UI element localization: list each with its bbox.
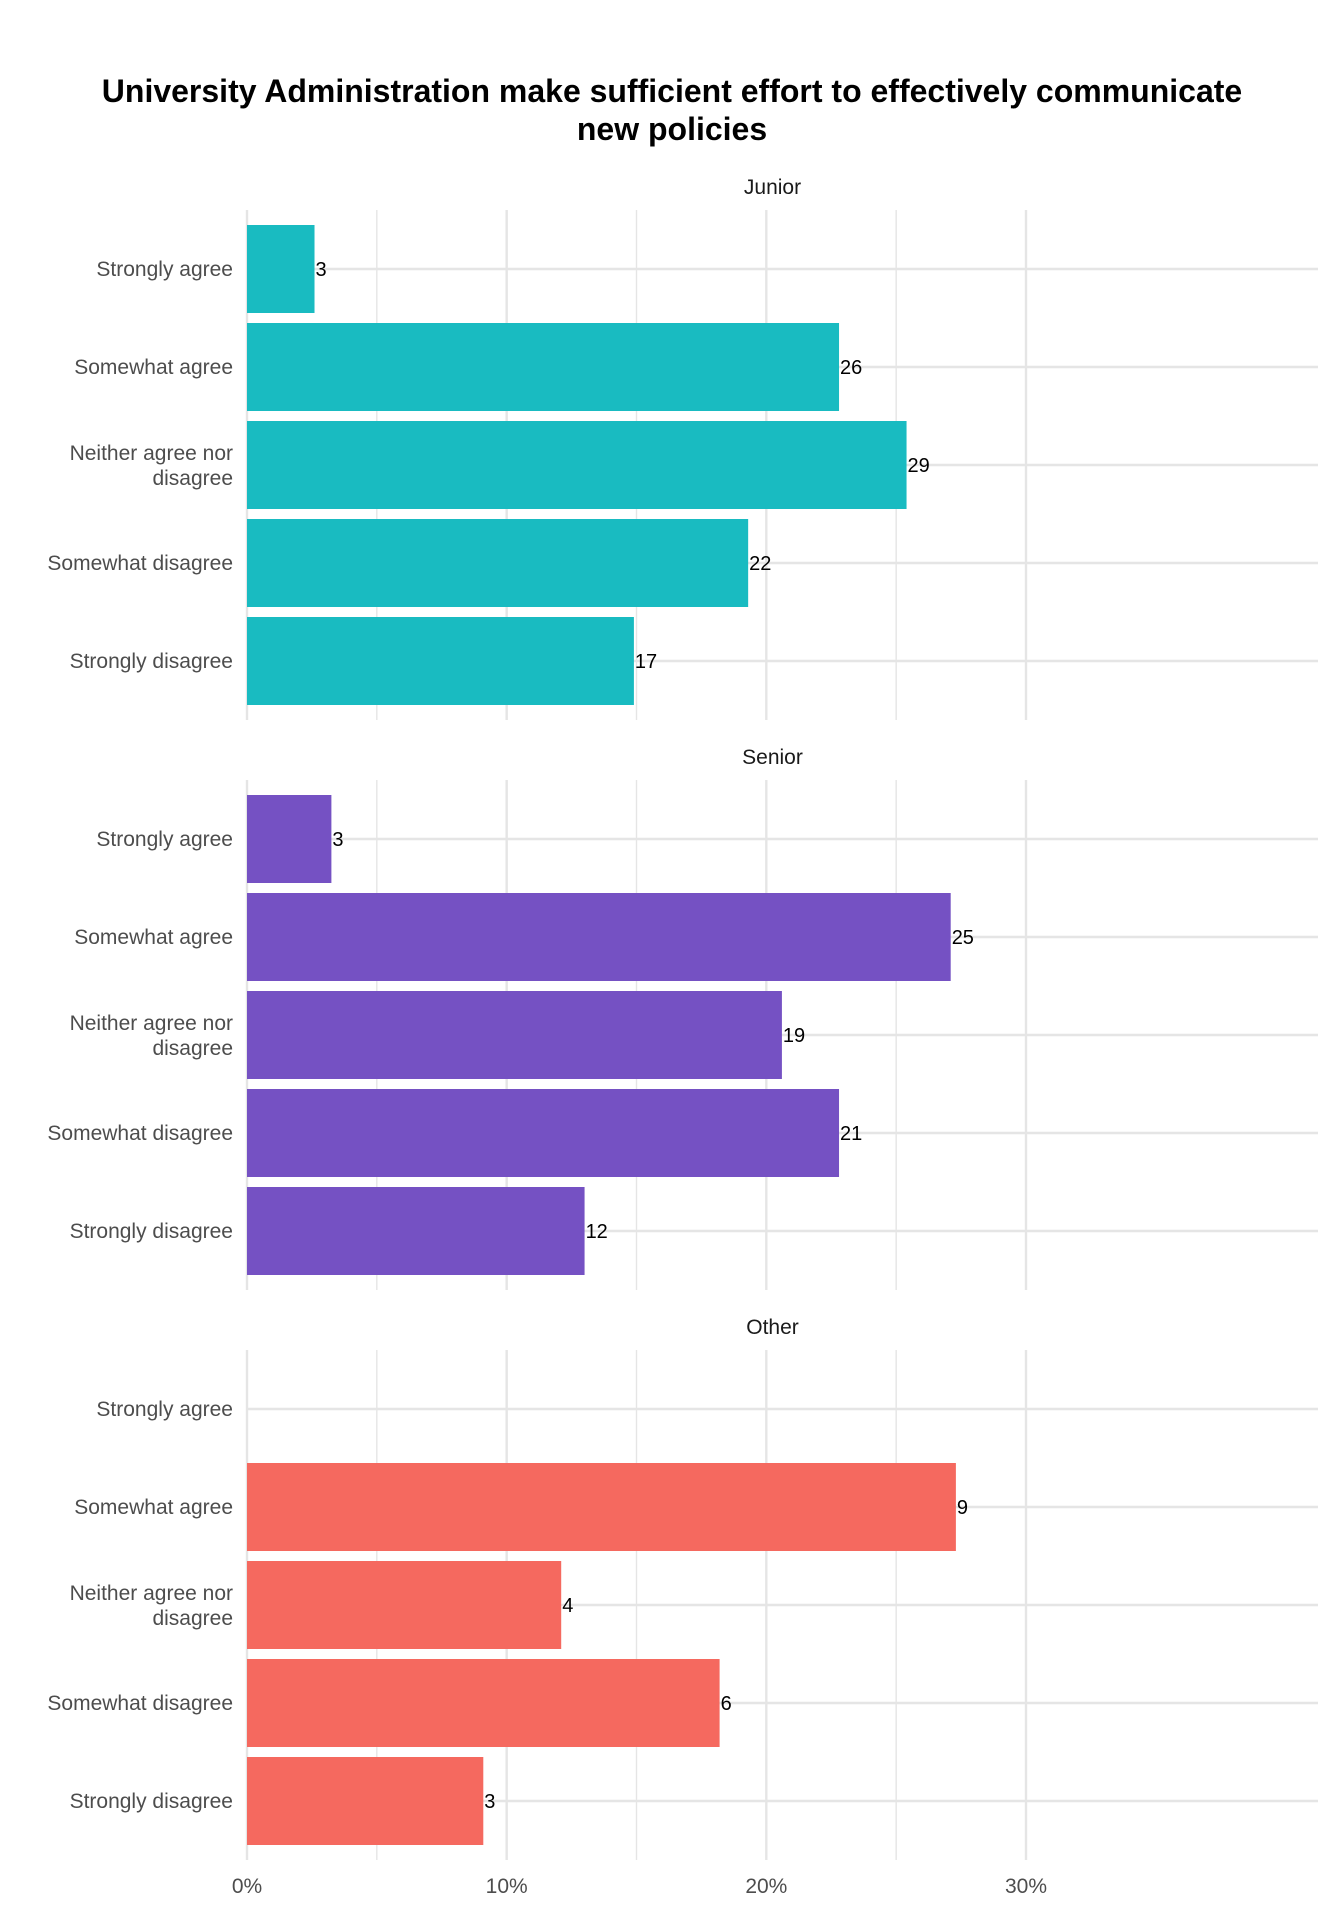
category-label: Neither agree nor disagree xyxy=(70,1012,233,1060)
facet-strip-label: Other xyxy=(746,1316,799,1339)
bar-value-label: 21 xyxy=(840,1123,862,1145)
facet-strip-label: Senior xyxy=(742,746,803,769)
bar xyxy=(247,991,782,1079)
category-label: Somewhat agree xyxy=(74,1496,233,1519)
chart-title-line-1: University Administration make sufficien… xyxy=(101,73,1243,109)
bar xyxy=(247,1757,484,1845)
bar-value-label: 3 xyxy=(332,829,343,851)
bar-value-label: 3 xyxy=(484,1791,495,1813)
category-label: Strongly agree xyxy=(96,258,233,281)
bar xyxy=(247,225,315,313)
bar xyxy=(247,1089,840,1177)
category-label: Strongly disagree xyxy=(70,1790,233,1813)
bar-value-label: 4 xyxy=(562,1595,573,1617)
bar xyxy=(247,519,749,607)
category-label: Somewhat disagree xyxy=(47,1692,233,1715)
bar xyxy=(247,1659,720,1747)
category-label: Strongly disagree xyxy=(70,650,233,673)
x-tick-label: 0% xyxy=(232,1875,262,1898)
bar xyxy=(247,1187,585,1275)
bar-value-label: 12 xyxy=(586,1221,608,1243)
bar-value-label: 17 xyxy=(635,651,657,673)
category-label: Neither agree nor disagree xyxy=(70,1582,233,1630)
chart-title: University Administration make sufficien… xyxy=(0,72,1344,148)
chart-title-line-2: new policies xyxy=(576,111,768,147)
bar xyxy=(247,893,951,981)
bar-value-label: 9 xyxy=(957,1497,968,1519)
bar xyxy=(247,1561,562,1649)
x-tick-label: 30% xyxy=(1005,1875,1047,1898)
bar xyxy=(247,617,634,705)
bar-value-label: 6 xyxy=(721,1693,732,1715)
category-label: Strongly agree xyxy=(96,1398,233,1421)
bar-value-label: 19 xyxy=(783,1025,805,1047)
bar xyxy=(247,323,840,411)
category-label: Neither agree nor disagree xyxy=(70,442,233,490)
category-label: Somewhat agree xyxy=(74,356,233,379)
category-label: Somewhat disagree xyxy=(47,1122,233,1145)
category-label: Somewhat disagree xyxy=(47,552,233,575)
bar-value-label: 22 xyxy=(749,553,771,575)
x-tick-label: 20% xyxy=(745,1875,787,1898)
bar-value-label: 29 xyxy=(908,455,930,477)
bar-value-label: 26 xyxy=(840,357,862,379)
bar xyxy=(247,1463,956,1551)
facet-strip-label: Junior xyxy=(744,176,801,199)
category-label: Somewhat agree xyxy=(74,926,233,949)
category-label: Strongly agree xyxy=(96,828,233,851)
bar-value-label: 25 xyxy=(952,927,974,949)
category-label: Strongly disagree xyxy=(70,1220,233,1243)
x-tick-label: 10% xyxy=(486,1875,528,1898)
bar-value-label: 3 xyxy=(316,259,327,281)
bar xyxy=(247,795,332,883)
bar xyxy=(247,421,907,509)
